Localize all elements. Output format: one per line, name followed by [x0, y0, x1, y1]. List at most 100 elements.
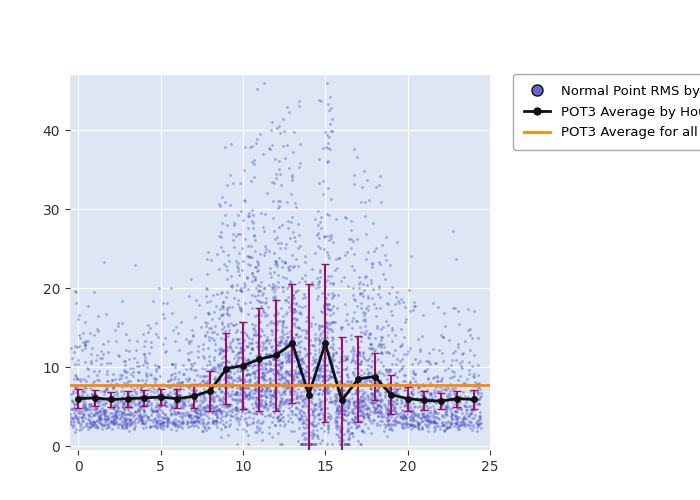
Point — [290, 410, 301, 418]
Point — [192, 371, 203, 379]
Point — [298, 344, 309, 352]
Point — [288, 294, 299, 302]
Point — [253, 380, 264, 388]
Point — [296, 354, 307, 362]
Point — [427, 402, 438, 410]
Point — [444, 423, 455, 431]
Point — [151, 419, 162, 427]
Point — [68, 416, 79, 424]
Point — [184, 390, 195, 398]
Point — [197, 394, 209, 402]
Point — [475, 415, 486, 423]
Point — [347, 432, 358, 440]
Point — [347, 353, 358, 361]
Point — [251, 342, 262, 349]
Point — [229, 370, 240, 378]
Point — [272, 341, 283, 349]
Point — [219, 143, 230, 151]
Point — [371, 404, 382, 412]
Point — [141, 400, 152, 408]
Point — [241, 378, 252, 386]
Point — [405, 412, 416, 420]
Point — [286, 173, 297, 181]
Point — [357, 408, 368, 416]
Point — [199, 332, 211, 340]
Point — [286, 218, 297, 226]
Point — [136, 414, 147, 422]
Point — [256, 302, 267, 310]
Point — [256, 369, 267, 377]
Point — [389, 420, 400, 428]
Point — [199, 403, 210, 411]
Point — [173, 378, 184, 386]
Point — [371, 386, 382, 394]
Point — [425, 417, 436, 425]
Point — [426, 381, 437, 389]
Point — [275, 338, 286, 345]
Point — [220, 411, 232, 419]
Point — [465, 396, 476, 404]
Point — [99, 410, 110, 418]
Point — [176, 396, 188, 404]
Point — [137, 382, 148, 390]
Point — [68, 418, 79, 426]
Point — [381, 420, 392, 428]
Point — [348, 290, 359, 298]
Point — [326, 104, 337, 112]
Point — [197, 418, 209, 426]
Point — [109, 375, 120, 383]
Point — [256, 392, 267, 400]
Point — [70, 383, 81, 391]
Point — [118, 400, 129, 408]
Point — [433, 414, 444, 422]
Point — [240, 428, 251, 436]
Point — [315, 338, 326, 346]
Point — [116, 422, 127, 430]
Point — [363, 292, 374, 300]
Point — [307, 428, 318, 436]
Point — [405, 420, 416, 428]
Point — [83, 400, 94, 407]
Point — [286, 176, 297, 184]
Point — [265, 410, 276, 418]
Point — [236, 401, 247, 409]
Point — [127, 372, 139, 380]
Point — [350, 332, 361, 340]
Point — [321, 79, 332, 87]
Point — [381, 299, 392, 307]
Point — [243, 413, 254, 421]
Point — [252, 428, 263, 436]
Point — [86, 390, 97, 398]
Point — [421, 366, 433, 374]
Point — [355, 323, 366, 331]
Point — [104, 396, 116, 404]
Point — [267, 342, 278, 350]
Point — [264, 424, 275, 432]
Point — [385, 386, 396, 394]
Point — [299, 358, 310, 366]
Point — [332, 304, 343, 312]
Point — [261, 394, 272, 402]
Point — [274, 338, 286, 345]
Point — [309, 422, 321, 430]
Point — [227, 387, 238, 395]
Point — [176, 422, 187, 430]
Point — [388, 417, 399, 425]
Point — [311, 440, 322, 448]
Point — [177, 404, 188, 412]
Point — [188, 422, 199, 430]
Point — [234, 367, 246, 375]
Point — [361, 402, 372, 410]
Point — [259, 382, 270, 390]
Point — [119, 410, 130, 418]
Point — [236, 354, 247, 362]
Point — [190, 396, 202, 404]
Point — [197, 377, 208, 385]
Point — [203, 309, 214, 317]
Point — [184, 382, 195, 390]
Point — [323, 290, 334, 298]
Point — [242, 355, 253, 363]
Point — [322, 386, 333, 394]
Point — [284, 390, 295, 398]
Point — [85, 423, 96, 431]
